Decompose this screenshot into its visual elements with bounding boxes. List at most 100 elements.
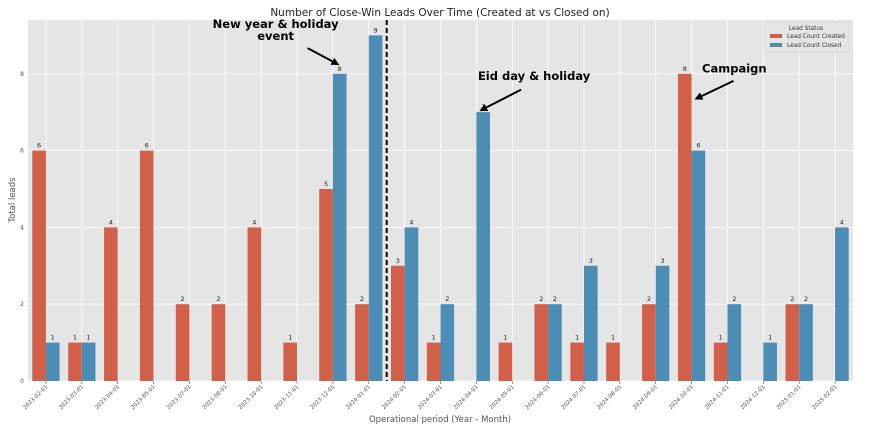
data-label-closed: 2: [445, 295, 449, 303]
x-tick-label: 2023-12-01: [309, 384, 336, 411]
y-ticks: 0 2 4 6 8: [20, 71, 24, 385]
x-tick-label: 2023-03-01: [58, 384, 85, 411]
data-label-closed: 9: [374, 26, 378, 34]
legend-swatch-created: [770, 34, 782, 38]
bar-created: [498, 342, 513, 381]
bar-created: [426, 342, 441, 381]
data-label-created: 1: [575, 334, 579, 342]
data-label-created: 1: [611, 334, 615, 342]
bar-created: [104, 227, 118, 381]
data-label-closed: 8: [338, 65, 342, 73]
data-label-created: 6: [37, 142, 41, 150]
x-tick-label: 2023-04-01: [94, 384, 121, 411]
data-label-closed: 6: [696, 142, 700, 150]
x-tick-label: 2023-08-01: [202, 384, 229, 411]
x-tick-label: 2023-02-01: [23, 384, 50, 411]
y-tick-label: 0: [20, 378, 24, 385]
legend-swatch-closed: [770, 43, 782, 47]
bar-created: [68, 342, 82, 381]
bar-created: [713, 342, 728, 381]
x-tick-label: 2024-10-01: [668, 384, 695, 411]
x-tick-label: 2024-07-01: [561, 384, 588, 411]
annotation-text: New year & holiday: [213, 17, 339, 31]
x-tick-label: 2024-08-01: [596, 384, 623, 411]
bar-closed: [45, 342, 60, 381]
x-tick-label: 2023-11-01: [274, 384, 301, 411]
legend: Lead Status Lead Count Created Lead Coun…: [763, 21, 850, 53]
x-tick-label: 2023-10-01: [238, 384, 265, 411]
data-label-created: 3: [396, 257, 400, 265]
annotation-arrow: [694, 79, 734, 100]
annotation-arrow: [479, 88, 522, 112]
bar-created: [534, 304, 549, 381]
bar-created: [139, 150, 154, 381]
data-label-created: 1: [73, 334, 77, 342]
data-label-created: 2: [790, 295, 794, 303]
bar-created: [32, 150, 46, 381]
bar-created: [642, 304, 656, 381]
annotation-text: Eid day & holiday: [478, 69, 591, 83]
bar-closed: [655, 265, 670, 381]
data-label-created: 2: [360, 295, 364, 303]
x-tick-label: 2024-12-01: [740, 384, 767, 411]
data-label-closed: 4: [840, 218, 844, 226]
x-tick-label: 2023-05-01: [130, 384, 157, 411]
data-label-created: 4: [109, 218, 113, 226]
bar-created: [175, 304, 190, 381]
x-tick-label: 2024-05-01: [489, 384, 516, 411]
bar-closed: [763, 342, 777, 381]
legend-title: Lead Status: [789, 26, 823, 32]
bar-created: [570, 342, 584, 381]
x-tick-label: 2023-07-01: [166, 384, 193, 411]
bar-created: [606, 342, 620, 381]
legend-label-closed: Lead Count Closed: [787, 43, 842, 49]
data-label-created: 1: [288, 334, 292, 342]
y-axis-label: Total leads: [8, 177, 18, 224]
bar-closed: [835, 227, 849, 381]
data-label-created: 2: [181, 295, 185, 303]
data-label-closed: 1: [768, 334, 772, 342]
bar-created: [283, 342, 298, 381]
bar-created: [247, 227, 262, 381]
annotation-text: Campaign: [702, 62, 767, 76]
y-tick-label: 4: [20, 224, 24, 231]
x-tick-label: 2024-03-01: [417, 384, 444, 411]
bar-closed: [799, 304, 813, 381]
bar-created: [785, 304, 800, 381]
bar-closed: [476, 112, 490, 381]
x-tick-label: 2024-01-01: [345, 384, 372, 411]
data-label-closed: 2: [804, 295, 808, 303]
bar-closed: [332, 73, 347, 381]
bar-created: [677, 73, 692, 381]
bar-created: [355, 304, 369, 381]
y-tick-label: 6: [20, 148, 24, 155]
data-label-closed: 2: [732, 295, 736, 303]
data-label-created: 1: [432, 334, 436, 342]
data-label-created: 2: [216, 295, 220, 303]
y-tick-label: 2: [20, 301, 24, 308]
bars: [32, 35, 849, 382]
bar-closed: [440, 304, 455, 381]
annotation-text: event: [257, 29, 294, 43]
data-label-closed: 1: [87, 334, 91, 342]
x-tick-label: 2024-09-01: [632, 384, 659, 411]
bar-closed: [691, 150, 706, 381]
data-label-closed: 3: [660, 257, 664, 265]
x-tick-label: 2024-04-01: [453, 384, 480, 411]
x-tick-label: 2024-11-01: [704, 384, 731, 411]
data-label-created: 4: [252, 218, 256, 226]
y-tick-label: 8: [20, 71, 24, 78]
x-tick-label: 2024-06-01: [525, 384, 552, 411]
x-ticks: 2023-02-01 2023-03-01 2023-04-01 2023-05-01…: [23, 381, 838, 411]
bar-closed: [368, 35, 383, 382]
data-label-created: 6: [145, 142, 149, 150]
bar-created: [391, 265, 405, 381]
bar-created: [319, 188, 333, 381]
data-label-created: 1: [719, 334, 723, 342]
bar-created: [211, 304, 226, 381]
x-axis-label: Operational period (Year - Month): [369, 415, 511, 425]
bar-closed: [727, 304, 742, 381]
